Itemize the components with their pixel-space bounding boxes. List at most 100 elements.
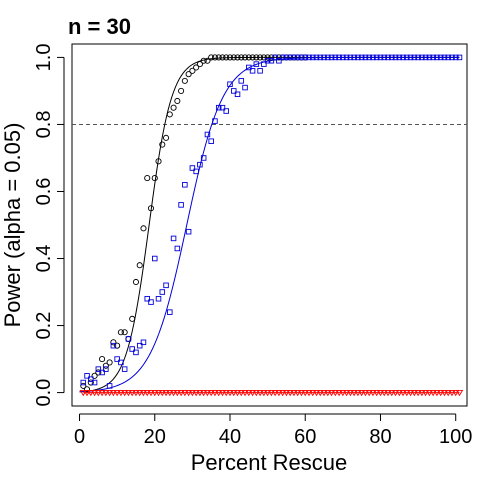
data-point-square	[272, 54, 278, 61]
data-point-triangle	[455, 389, 464, 397]
data-point-circle	[144, 175, 151, 182]
data-point-triangle	[425, 389, 434, 397]
data-point-square	[249, 68, 256, 74]
data-point-square	[227, 81, 233, 87]
data-point-square	[298, 54, 305, 61]
data-point-circle	[234, 54, 241, 61]
data-point-circle	[151, 175, 158, 182]
data-point-circle	[121, 329, 128, 336]
data-point-triangle	[380, 389, 389, 397]
data-point-square	[208, 138, 214, 144]
data-point-square	[336, 54, 342, 61]
data-point-triangle	[387, 389, 396, 397]
data-point-triangle	[143, 389, 152, 397]
data-point-square	[415, 54, 421, 61]
data-point-square	[377, 54, 384, 61]
data-point-square	[159, 289, 166, 295]
data-point-square	[261, 61, 267, 67]
data-point-triangle	[418, 389, 426, 397]
data-point-square	[80, 379, 87, 386]
data-point-triangle	[357, 389, 366, 397]
data-point-triangle	[169, 389, 178, 397]
data-point-circle	[268, 54, 275, 61]
data-point-circle	[245, 54, 252, 61]
data-point-square	[317, 54, 324, 61]
data-point-square	[366, 54, 372, 61]
data-point-triangle	[451, 389, 460, 397]
data-point-square	[223, 108, 229, 114]
data-point-square	[381, 54, 387, 61]
data-point-square	[302, 54, 308, 61]
x-tick-label: 60	[294, 426, 316, 448]
data-point-circle	[91, 372, 98, 379]
data-point-triangle	[324, 389, 332, 397]
data-point-circle	[196, 61, 203, 68]
data-point-triangle	[282, 389, 291, 397]
data-point-triangle	[79, 389, 88, 397]
data-point-square	[373, 54, 380, 61]
data-point-circle	[275, 54, 282, 61]
data-point-square	[385, 54, 391, 61]
data-point-square	[140, 339, 147, 346]
data-point-triangle	[342, 389, 351, 397]
data-point-square	[197, 161, 203, 168]
data-point-triangle	[376, 389, 385, 397]
data-point-square	[152, 255, 158, 262]
data-point-circle	[230, 54, 237, 61]
data-point-triangle	[331, 389, 340, 397]
data-point-circle	[95, 369, 102, 376]
data-point-triangle	[196, 389, 204, 397]
x-tick-label: 0	[74, 426, 85, 448]
data-point-circle	[223, 54, 230, 61]
data-point-triangle	[207, 389, 215, 397]
data-point-triangle	[414, 389, 422, 397]
data-point-circle	[159, 141, 166, 148]
data-point-triangle	[158, 389, 167, 397]
data-point-triangle	[448, 389, 456, 397]
data-point-square	[279, 54, 286, 61]
data-point-triangle	[369, 389, 377, 397]
data-point-triangle	[436, 389, 445, 397]
x-tick-label: 80	[369, 426, 391, 448]
data-point-square	[212, 118, 218, 124]
data-point-square	[238, 78, 245, 84]
data-point-square	[215, 104, 222, 111]
data-point-square	[452, 54, 459, 61]
data-point-square	[392, 54, 399, 61]
data-point-triangle	[147, 389, 155, 397]
data-point-square	[106, 383, 113, 389]
y-axis: 0.0 0.2 0.4 0.6 0.8 1.0	[33, 44, 65, 406]
data-point-square	[91, 379, 98, 386]
data-point-triangle	[335, 389, 343, 397]
data-point-triangle	[109, 389, 118, 397]
data-point-triangle	[248, 389, 257, 397]
data-point-triangle	[203, 389, 212, 397]
data-point-circle	[257, 54, 264, 61]
data-point-triangle	[286, 389, 294, 397]
y-tick-label: 0.6	[33, 178, 55, 206]
data-point-triangle	[433, 389, 441, 397]
data-point-square	[200, 155, 207, 161]
data-point-triangle	[275, 389, 283, 397]
data-point-circle	[215, 54, 222, 61]
data-point-square	[133, 349, 139, 356]
data-point-square	[347, 54, 354, 61]
data-point-circle	[260, 54, 267, 61]
data-point-triangle	[297, 389, 306, 397]
data-point-triangle	[245, 389, 253, 397]
data-point-triangle	[98, 389, 106, 397]
data-point-triangle	[391, 389, 400, 397]
data-point-square	[437, 54, 444, 61]
data-point-triangle	[222, 389, 231, 397]
data-point-square	[328, 54, 335, 61]
data-point-square	[407, 54, 414, 61]
data-point-square	[310, 54, 316, 61]
data-point-triangle	[278, 389, 287, 397]
data-point-circle	[219, 54, 226, 61]
data-point-triangle	[312, 389, 321, 397]
data-point-triangle	[301, 389, 310, 397]
data-point-square	[144, 295, 150, 302]
data-point-circle	[170, 104, 177, 111]
data-point-triangle	[241, 389, 249, 397]
